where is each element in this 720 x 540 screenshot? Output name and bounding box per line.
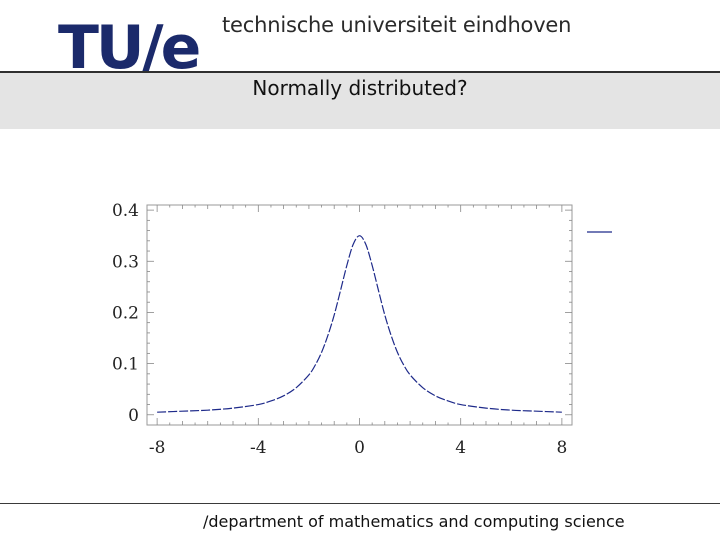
y-tick-label: 0.3	[112, 252, 139, 272]
series-curve	[157, 235, 562, 413]
footer-divider	[0, 503, 720, 504]
header: TU/e technische universiteit eindhoven	[0, 0, 720, 83]
x-tick-label: -4	[250, 438, 267, 458]
y-tick-label: 0.4	[112, 201, 139, 221]
plot-frame	[146, 204, 573, 426]
header-divider	[0, 71, 720, 73]
axis-ticks	[147, 205, 572, 425]
y-tick-label: 0.1	[112, 355, 139, 375]
x-tick-label: -8	[149, 438, 166, 458]
footer-band	[0, 504, 720, 540]
footer-department: /department of mathematics and computing…	[203, 512, 625, 531]
axis-tick-labels: -8 -4 0 4 8 0 0.1 0.2 0.3 0.4	[112, 201, 567, 458]
x-tick-label: 0	[354, 438, 365, 458]
y-tick-label: 0	[128, 406, 139, 426]
university-name: technische universiteit eindhoven	[222, 13, 572, 37]
title-band	[0, 73, 720, 129]
x-tick-label: 4	[455, 438, 466, 458]
x-tick-label: 8	[556, 438, 567, 458]
y-tick-label: 0.2	[112, 303, 139, 323]
slide-title: Normally distributed?	[252, 76, 468, 100]
density-chart: -8 -4 0 4 8 0 0.1 0.2 0.3 0.4	[112, 201, 612, 458]
